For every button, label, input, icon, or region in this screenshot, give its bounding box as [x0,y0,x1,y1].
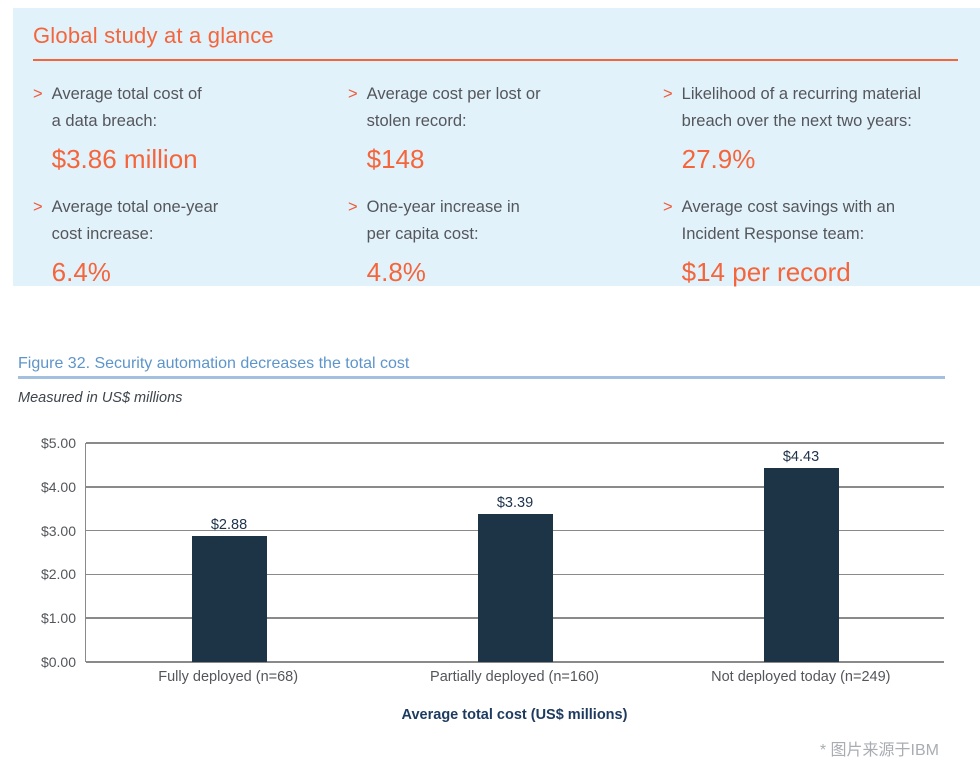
bar [191,535,267,662]
chevron-bullet-icon: > [33,198,43,216]
chevron-bullet-icon: > [348,198,358,216]
gridline [86,486,944,488]
bar-slot: $4.43 [658,443,944,662]
bar-value-label: $3.39 [496,494,534,511]
stats-grid: > Average total cost of a data breach: $3.… [33,81,958,287]
y-tick-label: $4.00 [40,478,76,495]
chevron-bullet-icon: > [33,85,43,103]
gridline [86,661,944,663]
stat-label: Likelihood of a recurring material breac… [681,85,922,130]
stat-item: > Likelihood of a recurring material brea… [663,81,958,174]
bar [477,513,553,662]
stat-label: Average total one-year cost increase: [51,198,219,243]
figure-caption-rule [18,376,945,379]
x-category-label: Fully deployed (n=68) [158,669,299,685]
stat-label: Average cost savings with an Incident Re… [681,198,896,243]
bar [763,467,839,662]
stat-item: > One-year increase in per capita cost: 4.… [348,194,663,287]
chevron-bullet-icon: > [663,198,673,216]
x-category-label: Partially deployed (n=160) [430,669,599,685]
y-tick-label: $1.00 [40,610,76,627]
stat-item: > Average cost per lost or stolen record:… [348,81,663,174]
stat-label: One-year increase in per capita cost: [366,198,520,243]
bar-slot: $3.39 [372,443,658,662]
stat-item: > Average cost savings with an Incident R… [663,194,958,287]
stat-value: 27.9% [681,144,756,174]
stat-value: $14 per record [681,257,851,287]
y-tick-label: $0.00 [40,654,76,670]
bar-slot: $2.88 [86,443,372,662]
stat-item: > Average total cost of a data breach: $3.… [33,81,348,174]
gridline [86,442,944,444]
stat-value: $148 [366,144,425,174]
panel-title-rule [33,59,958,61]
y-tick-label: $5.00 [40,435,76,451]
chevron-bullet-icon: > [348,85,358,103]
glance-panel: Global study at a glance > Average total … [13,8,980,287]
image-source-footnote: * 图片来源于IBM [819,742,939,759]
y-tick-label: $3.00 [40,522,76,539]
stat-item: > Average total one-year cost increase: 6.… [33,194,348,287]
stat-label: Average total cost of a data breach: [51,85,202,130]
figure-caption: Figure 32. Security automation decreases… [18,355,410,372]
y-tick-label: $2.00 [40,566,76,583]
panel-title: Global study at a glance [33,23,274,48]
bar-value-label: $4.43 [782,448,820,465]
bar-chart-plot-area: $2.88 $3.39 $4.43 [85,442,944,663]
stat-label: Average cost per lost or stolen record: [366,85,541,130]
bar-value-label: $2.88 [210,516,248,533]
x-axis-categories: Fully deployed (n=68) Partially deployed … [85,669,944,685]
bars: $2.88 $3.39 $4.43 [86,443,944,662]
stat-value: 4.8% [366,257,426,287]
x-category-label: Not deployed today (n=249) [711,669,891,685]
x-axis-title: Average total cost (US$ millions) [401,707,628,723]
unit-note: Measured in US$ millions [18,390,183,406]
chevron-bullet-icon: > [663,85,673,103]
stat-value: $3.86 million [51,144,198,174]
stat-value: 6.4% [51,257,111,287]
